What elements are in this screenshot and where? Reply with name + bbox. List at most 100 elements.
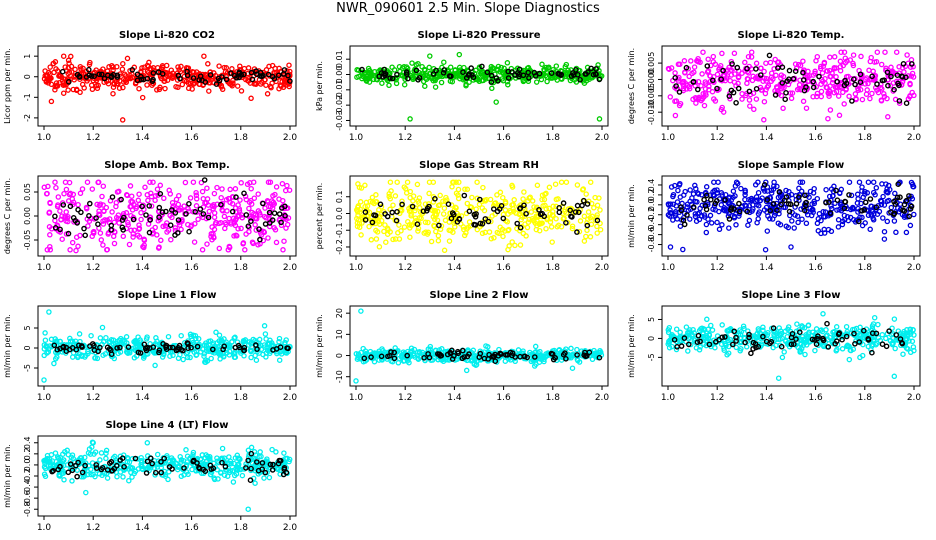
data-point bbox=[414, 181, 421, 188]
reference-point bbox=[839, 336, 845, 343]
data-point bbox=[154, 464, 161, 470]
data-point bbox=[770, 344, 776, 351]
data-point bbox=[869, 343, 875, 349]
data-point bbox=[865, 212, 872, 219]
data-point bbox=[818, 88, 825, 95]
data-point bbox=[846, 356, 853, 363]
data-point bbox=[54, 203, 61, 210]
data-point bbox=[389, 64, 395, 70]
data-point bbox=[271, 225, 277, 231]
data-point bbox=[58, 217, 64, 223]
data-point bbox=[241, 353, 247, 359]
data-point bbox=[59, 236, 65, 242]
x-tick-label: 1.6 bbox=[496, 133, 511, 143]
data-point bbox=[755, 211, 762, 217]
reference-point bbox=[391, 355, 398, 362]
data-point bbox=[776, 331, 783, 337]
data-point bbox=[688, 58, 694, 64]
data-point bbox=[50, 60, 56, 67]
data-point bbox=[264, 91, 271, 97]
y-tick-label: 0.05 bbox=[23, 183, 32, 201]
data-point bbox=[379, 346, 385, 352]
data-point bbox=[102, 217, 108, 223]
data-point bbox=[416, 205, 423, 211]
data-point bbox=[896, 100, 903, 106]
data-point bbox=[120, 60, 126, 67]
reference-point bbox=[790, 76, 797, 82]
data-point bbox=[437, 192, 443, 199]
reference-point bbox=[266, 209, 273, 216]
x-tick-label: 1.6 bbox=[808, 393, 823, 403]
reference-point bbox=[507, 349, 514, 356]
reference-point bbox=[287, 78, 293, 84]
panel-title-slope-gas-stream-rh: Slope Gas Stream RH bbox=[419, 160, 539, 171]
data-point bbox=[486, 229, 493, 235]
data-point bbox=[842, 55, 849, 61]
y-tick-label: -5 bbox=[647, 353, 656, 361]
reference-point bbox=[285, 72, 291, 79]
reference-point bbox=[820, 337, 827, 344]
data-point bbox=[734, 180, 741, 187]
data-point bbox=[689, 195, 695, 201]
data-point bbox=[819, 328, 826, 335]
data-point bbox=[523, 233, 529, 239]
x-tick-label: 1.4 bbox=[135, 133, 150, 143]
data-point bbox=[683, 86, 690, 92]
x-tick-label: 1.2 bbox=[710, 263, 724, 273]
data-point bbox=[799, 179, 806, 185]
reference-point bbox=[695, 332, 702, 339]
data-point bbox=[401, 224, 408, 230]
data-point bbox=[706, 83, 712, 90]
data-point bbox=[670, 191, 677, 198]
data-point bbox=[168, 236, 174, 243]
reference-point bbox=[455, 350, 462, 357]
data-point bbox=[358, 232, 364, 238]
data-point bbox=[57, 73, 64, 79]
reference-point bbox=[275, 72, 282, 79]
data-point bbox=[207, 69, 213, 76]
data-point bbox=[731, 213, 738, 220]
data-point bbox=[273, 239, 280, 246]
reference-point bbox=[70, 214, 77, 221]
data-point bbox=[796, 185, 802, 192]
reference-point bbox=[778, 201, 784, 208]
data-point bbox=[824, 68, 830, 74]
data-point bbox=[911, 332, 917, 338]
reference-point bbox=[593, 66, 599, 72]
data-point bbox=[216, 332, 223, 338]
data-point bbox=[173, 196, 180, 203]
data-point-outlier bbox=[596, 116, 603, 122]
reference-point bbox=[143, 212, 149, 218]
data-point bbox=[480, 77, 487, 84]
data-point bbox=[750, 202, 756, 208]
reference-point bbox=[159, 209, 166, 215]
data-point bbox=[831, 54, 838, 60]
panel-title-slope-amb-box-temp: Slope Amb. Box Temp. bbox=[104, 160, 230, 171]
reference-point bbox=[526, 75, 532, 81]
reference-point bbox=[282, 203, 288, 210]
reference-point bbox=[893, 332, 900, 338]
data-point bbox=[383, 239, 389, 245]
data-point-outlier bbox=[48, 98, 55, 105]
reference-point bbox=[753, 66, 759, 72]
data-point bbox=[777, 221, 784, 228]
data-point bbox=[227, 186, 233, 193]
data-point bbox=[396, 63, 403, 70]
data-point bbox=[193, 335, 199, 342]
data-point bbox=[47, 247, 54, 253]
data-point bbox=[175, 64, 181, 70]
data-point bbox=[248, 95, 254, 102]
x-tick-label: 2.0 bbox=[595, 263, 610, 273]
data-point bbox=[231, 354, 238, 361]
reference-point bbox=[172, 232, 178, 238]
reference-point bbox=[767, 207, 774, 214]
y-tick-label: -0.8 bbox=[647, 237, 656, 253]
data-point bbox=[174, 466, 181, 473]
data-point bbox=[584, 227, 590, 234]
data-point bbox=[407, 234, 413, 240]
data-point bbox=[369, 194, 376, 201]
data-point bbox=[857, 86, 864, 93]
data-point bbox=[862, 220, 868, 226]
data-point bbox=[789, 90, 796, 96]
